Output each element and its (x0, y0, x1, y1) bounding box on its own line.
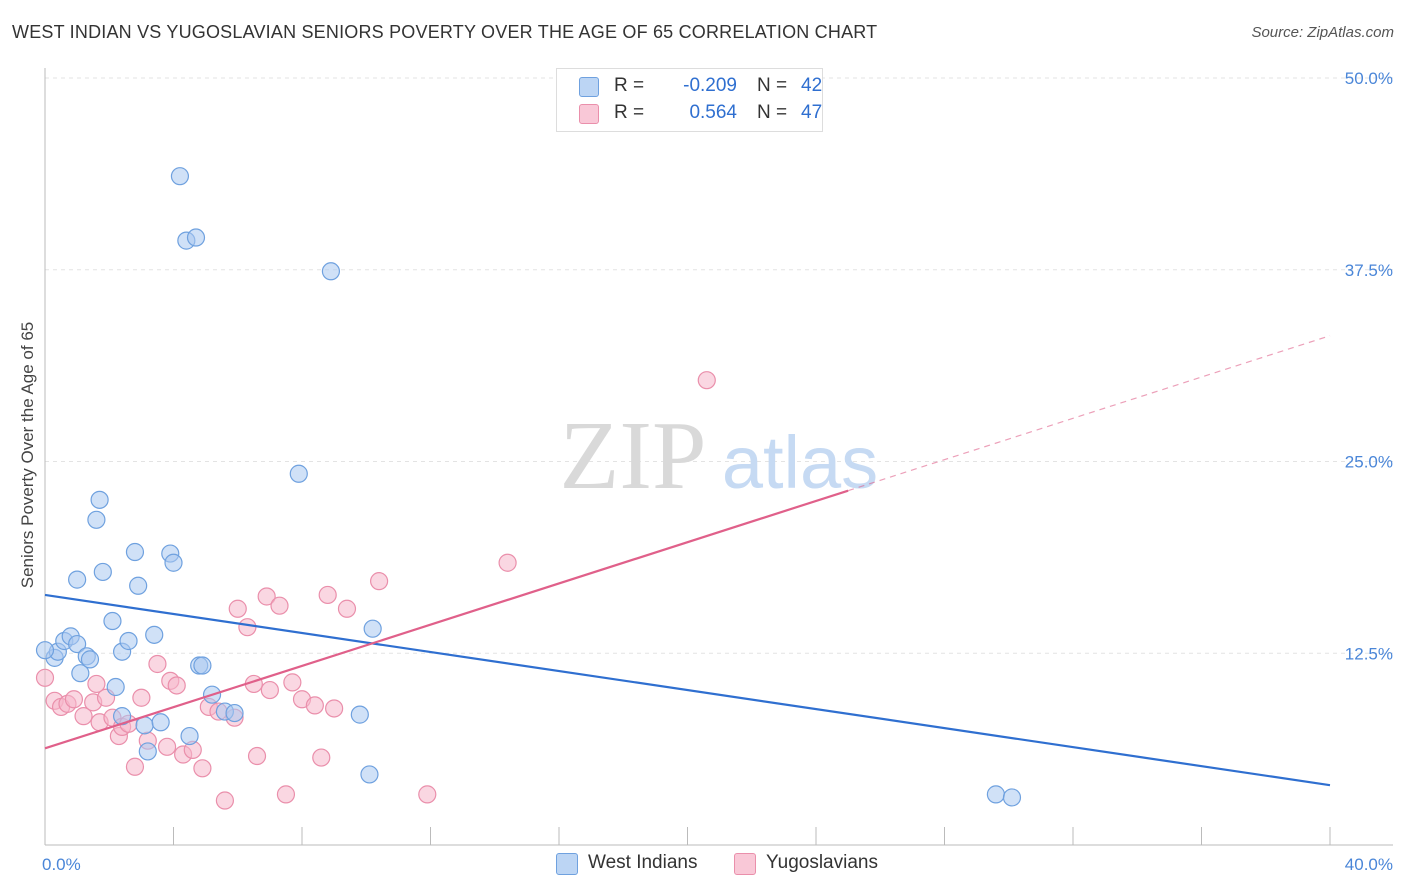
yugoslavians-point (132, 688, 151, 707)
west-indians-point (164, 553, 183, 572)
yugoslavians-point (270, 596, 289, 615)
west-indians-point (186, 228, 206, 247)
yugoslavians-point (228, 599, 247, 618)
west-indians-point (193, 656, 212, 675)
yugoslavians-point (283, 673, 302, 692)
yugoslavians-point (247, 746, 267, 766)
yugoslavians-point (64, 690, 84, 709)
yugoslavians-trend-line (44, 489, 849, 750)
x-tick-label: 0.0% (42, 855, 81, 874)
yugoslavians-point (318, 585, 337, 605)
yugoslavians-point (276, 785, 296, 804)
yugoslavians-point (418, 785, 437, 804)
n-label: N = (757, 75, 788, 96)
r-value: 0.564 (689, 102, 737, 123)
west-indians-point (103, 611, 122, 631)
n-value: 47 (801, 102, 823, 123)
yugoslavians-point (215, 791, 234, 810)
yugoslavians-point (305, 696, 324, 715)
yugoslavians-point (238, 618, 257, 637)
chart-title: WEST INDIAN VS YUGOSLAVIAN SENIORS POVER… (12, 22, 878, 42)
west-indians-point (321, 262, 341, 281)
yugoslavians-swatch (734, 853, 756, 875)
yugoslavians-point (312, 748, 331, 767)
yugoslavians-point (35, 668, 55, 687)
west-indians-point (180, 726, 199, 746)
west-indians-swatch (579, 77, 599, 97)
legend-label: West Indians (588, 852, 698, 873)
yugoslavians-point (697, 371, 716, 390)
yugoslavians-point (260, 680, 279, 700)
x-tick-label: 40.0% (1345, 855, 1393, 874)
west-indians-point (151, 713, 170, 732)
y-tick-label: 12.5% (1345, 644, 1393, 663)
axes (44, 68, 1393, 846)
west-indians-point (289, 464, 308, 483)
yugoslavians-trend-extension (847, 335, 1331, 492)
yugoslavians-point (125, 757, 145, 776)
r-value: -0.209 (683, 75, 737, 96)
west-indians-point (125, 542, 145, 562)
west-indians-point (363, 619, 382, 638)
west-indians-swatch (556, 853, 578, 875)
n-label: N = (757, 102, 788, 123)
yugoslavians-point (498, 553, 517, 572)
watermark: ZIP atlas (560, 402, 879, 510)
yugoslavians-point (325, 699, 344, 718)
yugoslavians-point (148, 654, 167, 674)
west-indians-point (93, 562, 112, 582)
west-indians-point (87, 510, 106, 529)
west-indians-point (80, 650, 100, 669)
west-indians-point (71, 664, 90, 683)
stats-legend: R = -0.209 N = 42 R = 0.564 N = 47 (556, 68, 823, 132)
west-indians-point (68, 634, 87, 654)
series-legend: West Indians Yugoslavians (0, 852, 1406, 878)
west-indians-point (350, 705, 369, 724)
west-indians-point (35, 641, 55, 660)
y-tick-label: 50.0% (1345, 69, 1393, 88)
r-label: R = (614, 102, 645, 123)
legend-label: Yugoslavians (766, 852, 878, 873)
west-indians-point (986, 785, 1006, 804)
yugoslavians-point (157, 737, 177, 756)
west-indians-point (225, 703, 244, 723)
yugoslavians-point (74, 707, 93, 726)
yugoslavians-point (370, 572, 389, 591)
y-tick-label: 25.0% (1345, 453, 1393, 472)
watermark-atlas: atlas (722, 421, 878, 504)
west-indians-point (360, 765, 379, 784)
r-label: R = (614, 75, 645, 96)
west-indians-point (170, 167, 190, 186)
tick-labels: 12.5% 25.0% 37.5% 50.0% 0.0% 40.0% (42, 69, 1393, 874)
yugoslavians-swatch (579, 104, 599, 124)
west-indians-point (119, 631, 138, 651)
y-tick-label: 37.5% (1345, 261, 1393, 280)
west-indians-point (90, 490, 109, 509)
yugoslavians-point (337, 599, 357, 618)
west-indians-point (138, 742, 157, 761)
west-indians-point (1002, 788, 1022, 807)
yugoslavians-point (87, 674, 106, 694)
west-indians-point (106, 677, 125, 697)
yugoslavians-point (193, 759, 212, 778)
source-label: Source: ZipAtlas.com (1251, 24, 1394, 41)
yugoslavians-point (167, 676, 186, 695)
west-indians-point (68, 570, 87, 589)
west-indians-trend-line (44, 593, 1331, 787)
trend-lines (44, 335, 1331, 787)
data-points (35, 167, 1022, 810)
west-indians-point (145, 625, 164, 644)
grid-lines (45, 77, 1393, 654)
watermark-zip: ZIP (560, 402, 707, 510)
n-value: 42 (801, 75, 823, 96)
west-indians-point (129, 576, 148, 595)
yugoslavians-point (257, 587, 276, 606)
